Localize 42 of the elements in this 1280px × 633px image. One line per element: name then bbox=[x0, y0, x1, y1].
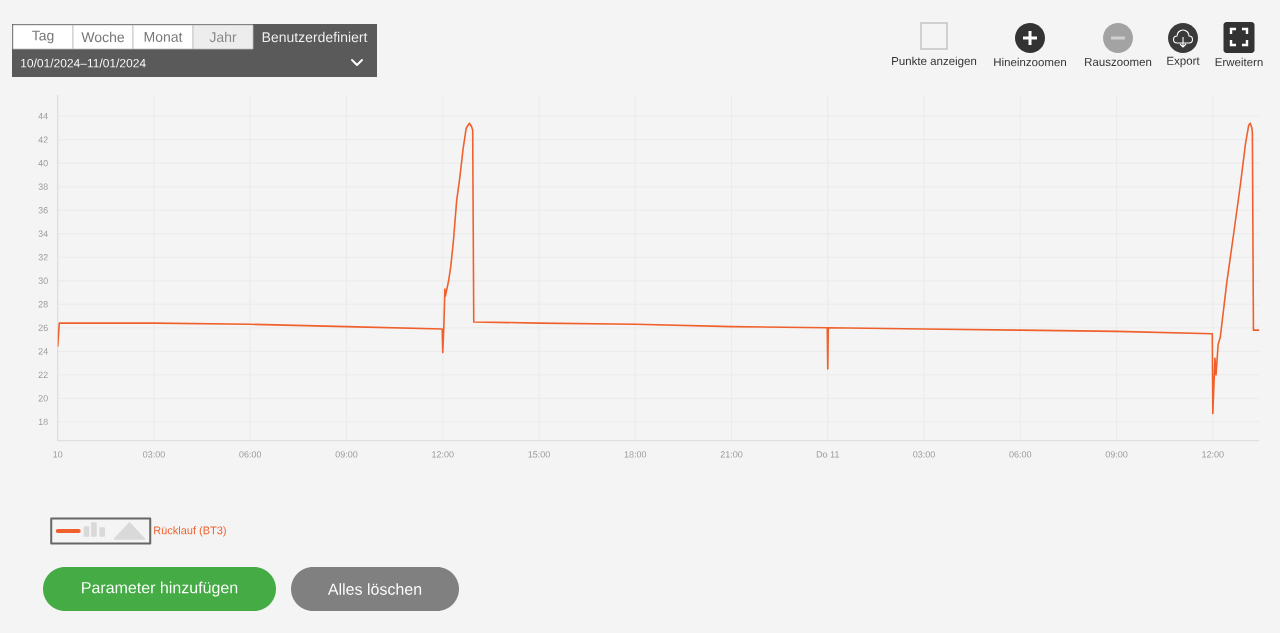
x-tick-label: 09:00 bbox=[1105, 451, 1128, 458]
y-tick-label: 42 bbox=[38, 136, 48, 143]
y-tick-label: 24 bbox=[38, 348, 48, 355]
text: Woche bbox=[81, 31, 125, 43]
x-tick-label: 09:00 bbox=[335, 451, 358, 458]
y-tick-label: 28 bbox=[38, 301, 48, 308]
x-tick-label: 15:00 bbox=[528, 451, 550, 458]
text: Benutzerdefiniert bbox=[262, 31, 368, 43]
x-tick-label: 03:00 bbox=[913, 451, 935, 458]
y-tick-label: 36 bbox=[38, 207, 48, 214]
text: Erweitern bbox=[1215, 57, 1263, 67]
y-tick-label: 26 bbox=[38, 324, 48, 332]
x-tick-label: 03:00 bbox=[143, 451, 165, 458]
y-tick-label: 40 bbox=[38, 160, 48, 167]
text: Jahr bbox=[209, 31, 237, 43]
x-tick-label: 12:00 bbox=[1202, 451, 1224, 458]
x-tick-label: 06:00 bbox=[239, 451, 262, 458]
y-tick-label: 30 bbox=[38, 277, 48, 284]
text: Hineinzoomen bbox=[994, 57, 1066, 67]
y-tick-label: 20 bbox=[38, 395, 48, 402]
text: Parameter hinzufügen bbox=[82, 581, 238, 597]
line-series bbox=[57, 122, 1260, 415]
x-tick-label: Do 11 bbox=[816, 451, 840, 458]
text: Export bbox=[1167, 56, 1200, 68]
text: Rücklauf (BT3) bbox=[154, 526, 226, 537]
text: 10/01/2024–11/01/2024 bbox=[21, 58, 146, 68]
x-tick-label: 12:00 bbox=[432, 451, 454, 458]
text: Monat bbox=[144, 32, 183, 42]
x-tick-label: 10 bbox=[53, 451, 63, 458]
text: Tag bbox=[32, 30, 54, 44]
x-tick-label: 18:00 bbox=[624, 451, 647, 458]
y-tick-label: 32 bbox=[38, 254, 48, 261]
text: Rauszoomen bbox=[1085, 57, 1152, 67]
x-tick-label: 06:00 bbox=[1009, 451, 1032, 458]
y-tick-label: 44 bbox=[38, 113, 48, 120]
x-tick-label: 21:00 bbox=[720, 451, 743, 458]
text: Alles löschen bbox=[327, 583, 422, 595]
y-tick-label: 34 bbox=[38, 230, 48, 237]
text: Punkte anzeigen bbox=[892, 56, 977, 68]
y-tick-label: 38 bbox=[38, 183, 48, 190]
y-tick-label: 22 bbox=[38, 371, 48, 378]
y-tick-label: 18 bbox=[38, 418, 48, 426]
